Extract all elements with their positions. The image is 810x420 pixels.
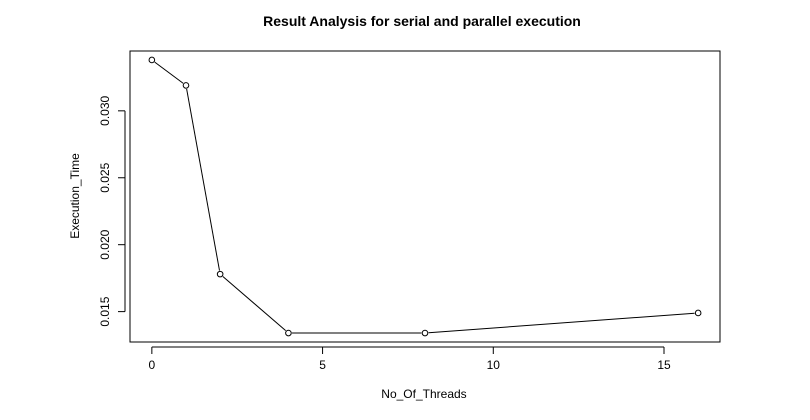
x-axis-label: No_Of_Threads [381,387,466,401]
y-axis-label: Execution_Time [68,153,82,239]
x-axis: 0 5 10 15 [149,346,671,372]
data-point [182,82,190,89]
series-group [148,56,702,337]
x-tick-label: 15 [657,358,671,372]
x-tick-label: 5 [319,358,326,372]
data-point [285,329,292,337]
chart-title: Result Analysis for serial and parallel … [263,13,581,29]
series-line-segment [186,88,220,271]
x-tick-label: 0 [149,358,156,372]
plot-frame [129,50,721,343]
x-tick-label: 10 [487,358,501,372]
y-axis: 0.015 0.020 0.025 0.030 [98,95,126,327]
data-point [216,270,224,278]
series-line-segment [222,276,287,332]
series-line-segment [154,61,184,84]
y-tick-label: 0.030 [98,95,112,125]
series-line-segment [428,312,695,334]
y-tick-label: 0.015 [98,296,112,326]
data-point [694,309,702,317]
y-tick-label: 0.020 [98,229,112,259]
data-point [148,56,156,64]
y-tick-label: 0.025 [98,162,112,192]
data-point [421,329,429,337]
